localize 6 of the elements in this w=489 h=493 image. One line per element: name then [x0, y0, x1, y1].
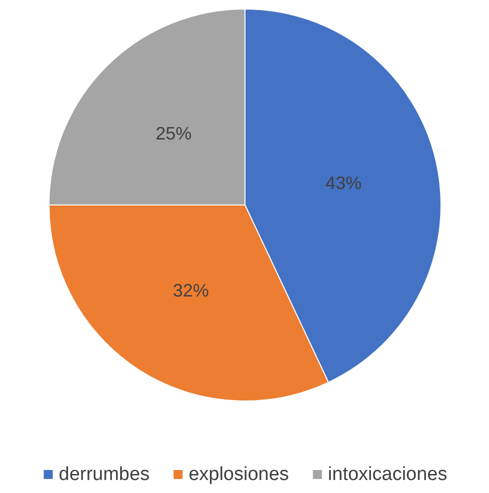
data-label: 25% [156, 124, 192, 144]
data-label: 43% [326, 172, 362, 193]
data-label: 32% [172, 280, 209, 300]
legend-label: explosiones [188, 464, 289, 485]
legend-label: intoxicaciones [328, 464, 448, 485]
legend-label: derrumbes [58, 464, 150, 485]
